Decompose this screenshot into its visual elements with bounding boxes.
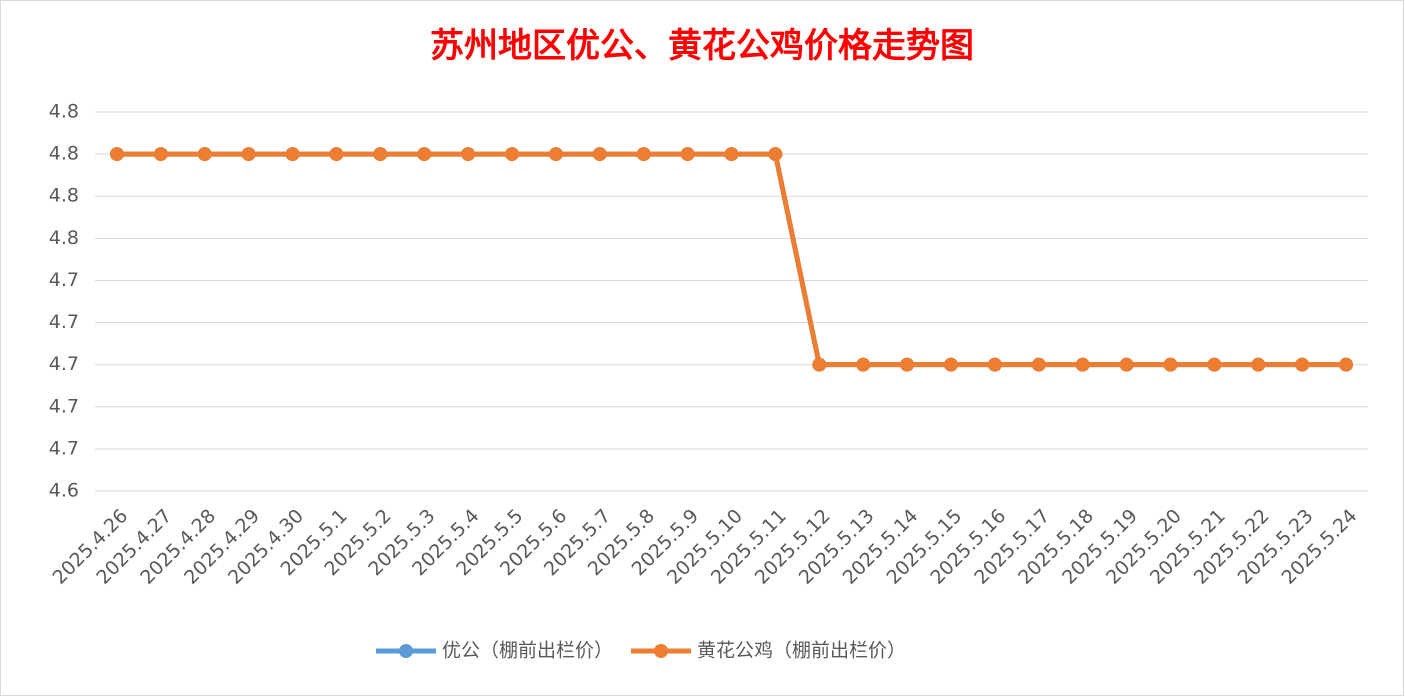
series-marker [856, 357, 871, 372]
series-marker [1119, 357, 1134, 372]
series-marker [812, 357, 827, 372]
series-marker [548, 147, 563, 162]
series-marker [1163, 357, 1178, 372]
y-tick-label: 4.7 [49, 269, 79, 291]
series-marker [592, 147, 607, 162]
series-marker [461, 147, 476, 162]
series-marker [1075, 357, 1090, 372]
series-marker [505, 147, 520, 162]
series-marker [680, 147, 695, 162]
series-marker [285, 147, 300, 162]
legend-label: 黄花公鸡（棚前出栏价） [697, 640, 906, 662]
y-tick-label: 4.8 [49, 101, 79, 123]
legend-swatch-marker [654, 644, 669, 658]
y-tick-label: 4.8 [49, 185, 79, 207]
series-marker [987, 357, 1002, 372]
series-marker [1207, 357, 1222, 372]
series-marker [241, 147, 256, 162]
series-marker [636, 147, 651, 162]
series-marker [900, 357, 915, 372]
series-marker [768, 147, 783, 162]
legend-swatch-marker [399, 644, 413, 658]
series-marker [417, 147, 432, 162]
series-marker [1295, 357, 1310, 372]
series-marker [373, 147, 388, 162]
series-marker [1339, 357, 1354, 372]
series-marker [329, 147, 344, 162]
chart-title: 苏州地区优公、黄花公鸡价格走势图 [430, 26, 974, 66]
legend-label: 优公（棚前出栏价） [442, 640, 613, 662]
series-marker [153, 147, 168, 162]
series-marker [943, 357, 958, 372]
series-marker [724, 147, 739, 162]
y-tick-label: 4.7 [49, 311, 79, 333]
legend-item: 优公（棚前出栏价） [376, 640, 613, 662]
y-tick-label: 4.6 [49, 480, 79, 502]
legend-item: 黄花公鸡（棚前出栏价） [631, 640, 906, 662]
y-tick-label: 4.8 [49, 143, 79, 165]
y-tick-label: 4.7 [49, 437, 79, 459]
series-marker [1031, 357, 1046, 372]
y-tick-label: 4.7 [49, 353, 79, 375]
series-marker [1251, 357, 1266, 372]
series-marker [197, 147, 212, 162]
y-tick-label: 4.8 [49, 227, 79, 249]
y-tick-label: 4.7 [49, 395, 79, 417]
series-marker [109, 147, 124, 162]
